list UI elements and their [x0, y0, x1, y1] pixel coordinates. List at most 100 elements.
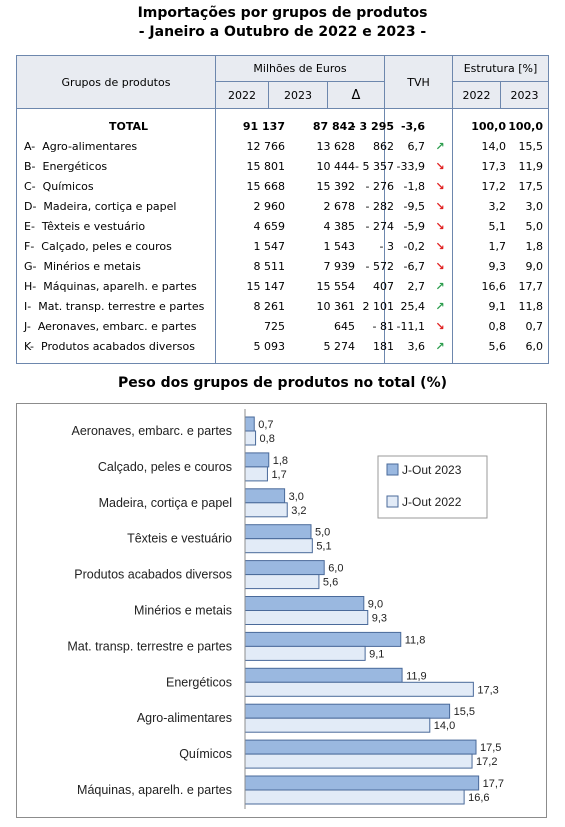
bar-2022	[244, 717, 431, 733]
row-value-2022: 15 668	[246, 180, 286, 193]
bar-2023	[244, 739, 477, 755]
row-value-2023: 13 628	[316, 140, 356, 153]
row-structure-2022: 16,6	[481, 280, 507, 293]
trend-down-icon: ↘	[435, 180, 445, 193]
row-name: A- Agro-alimentares	[24, 140, 138, 153]
row-structure-2023: 3,0	[525, 200, 544, 213]
category-label: Têxteis e vestuário	[127, 532, 232, 546]
row-structure-2022: 17,2	[481, 180, 507, 193]
row-tvh: -0,2	[403, 240, 425, 253]
legend-swatch-2022	[386, 495, 399, 508]
data-label-2023: 15,5	[454, 706, 475, 718]
row-name: G- Minérios e metais	[24, 260, 141, 273]
category-label: Madeira, cortiça e papel	[99, 496, 232, 510]
bar-2022	[244, 502, 288, 518]
header-groups: Grupos de produtos	[17, 56, 216, 109]
row-value-2023: 10 444	[316, 160, 356, 173]
header-structure: Estrutura [%]	[453, 56, 548, 82]
data-label-2022: 9,1	[369, 648, 384, 660]
header-2022: 2022	[216, 82, 269, 109]
row-delta: - 3	[379, 240, 394, 253]
data-label-2022: 5,1	[316, 541, 331, 553]
row-name: D- Madeira, cortiça e papel	[24, 200, 177, 213]
table-row: G- Minérios e metais 8 511 7 939 - 572 -6,7 9…	[17, 257, 548, 277]
row-delta: - 81	[372, 320, 394, 333]
header-2023: 2023	[269, 82, 328, 109]
trend-down-icon: ↘	[435, 320, 445, 333]
imports-table: Grupos de produtos Milhões de Euros 2022…	[16, 55, 549, 364]
row-tvh: -11,1	[396, 320, 425, 333]
row-value-2022: 1 547	[253, 240, 286, 253]
data-label-2023: 11,8	[405, 634, 426, 646]
bar-2023	[244, 667, 403, 683]
category-label: Calçado, peles e couros	[98, 460, 232, 474]
data-label-2022: 1,7	[271, 469, 286, 481]
bar-2023	[244, 775, 480, 791]
row-name: E- Têxteis e vestuário	[24, 220, 146, 233]
bar-2023	[244, 524, 312, 540]
table-row: H- Máquinas, aparelh. e partes 15 147 15 5…	[17, 277, 548, 297]
row-structure-2022: 14,0	[481, 140, 507, 153]
table-row: E- Têxteis e vestuário 4 659 4 385 - 274 -5,…	[17, 217, 548, 237]
report-title: Importações por grupos de produtos	[137, 5, 428, 21]
trend-down-icon: ↘	[435, 200, 445, 213]
row-delta: 181	[373, 340, 394, 353]
data-label-2022: 0,8	[260, 433, 275, 445]
header-structure-2022: 2022	[453, 82, 501, 109]
column-divider	[384, 109, 385, 363]
row-delta: 407	[373, 280, 394, 293]
report-subtitle: - Janeiro a Outubro de 2022 e 2023 -	[138, 24, 427, 40]
row-value-2022: 725	[264, 320, 285, 333]
table-row: I- Mat. transp. terrestre e partes 8 261 1…	[17, 297, 548, 317]
data-label-2023: 11,9	[406, 670, 427, 682]
data-label-2023: 0,7	[258, 419, 273, 431]
chart-svg: 0,7 0,8 Aeronaves, embarc. e partes 1,8 1,7 C…	[67, 409, 504, 809]
bar-2023	[244, 560, 325, 576]
column-divider	[452, 109, 453, 363]
row-tvh: -5,9	[403, 220, 425, 233]
header-structure-2023: 2023	[501, 82, 548, 109]
bar-chart: 0,7 0,8 Aeronaves, embarc. e partes 1,8 1,7 C…	[16, 403, 547, 818]
header-millions: Milhões de Euros	[216, 56, 385, 82]
data-label-2023: 3,0	[289, 491, 304, 503]
data-label-2022: 16,6	[468, 792, 489, 804]
row-delta: 2 101	[362, 300, 395, 313]
row-name: K- Produtos acabados diversos	[24, 340, 195, 353]
row-structure-2023: 5,0	[525, 220, 544, 233]
row-structure-2023: 11,8	[518, 300, 544, 313]
row-structure-2022: 100,0	[471, 120, 506, 133]
row-value-2023: 1 543	[323, 240, 356, 253]
row-structure-2023: 11,9	[518, 160, 544, 173]
row-value-2022: 91 137	[242, 120, 285, 133]
category-label: Máquinas, aparelh. e partes	[77, 783, 232, 797]
category-label: Produtos acabados diversos	[74, 568, 232, 582]
data-label-2022: 5,6	[323, 577, 338, 589]
column-divider	[215, 109, 216, 363]
row-delta: - 276	[365, 180, 394, 193]
row-value-2023: 645	[334, 320, 355, 333]
row-tvh: -33,9	[396, 160, 425, 173]
row-value-2022: 15 147	[246, 280, 286, 293]
category-label: Químicos	[179, 747, 232, 761]
row-structure-2022: 5,1	[488, 220, 507, 233]
row-structure-2022: 9,3	[488, 260, 507, 273]
row-name: C- Químicos	[24, 180, 94, 193]
legend-label-2022: J-Out 2022	[402, 495, 462, 509]
row-structure-2023: 15,5	[518, 140, 544, 153]
row-structure-2022: 5,6	[488, 340, 507, 353]
row-value-2022: 4 659	[253, 220, 286, 233]
row-value-2023: 2 678	[323, 200, 356, 213]
bar-2022	[244, 466, 268, 482]
row-structure-2023: 6,0	[525, 340, 544, 353]
row-delta: - 572	[365, 260, 394, 273]
bar-2023	[244, 452, 270, 468]
trend-up-icon: ↗	[435, 300, 445, 313]
data-label-2023: 9,0	[368, 599, 383, 611]
legend-label-2023: J-Out 2023	[402, 463, 462, 477]
row-structure-2022: 9,1	[488, 300, 507, 313]
row-name: J- Aeronaves, embarc. e partes	[24, 320, 197, 333]
bar-2023	[244, 488, 286, 504]
row-delta: - 282	[365, 200, 394, 213]
header-tvh: TVH	[385, 56, 453, 109]
bar-2023	[244, 596, 365, 611]
